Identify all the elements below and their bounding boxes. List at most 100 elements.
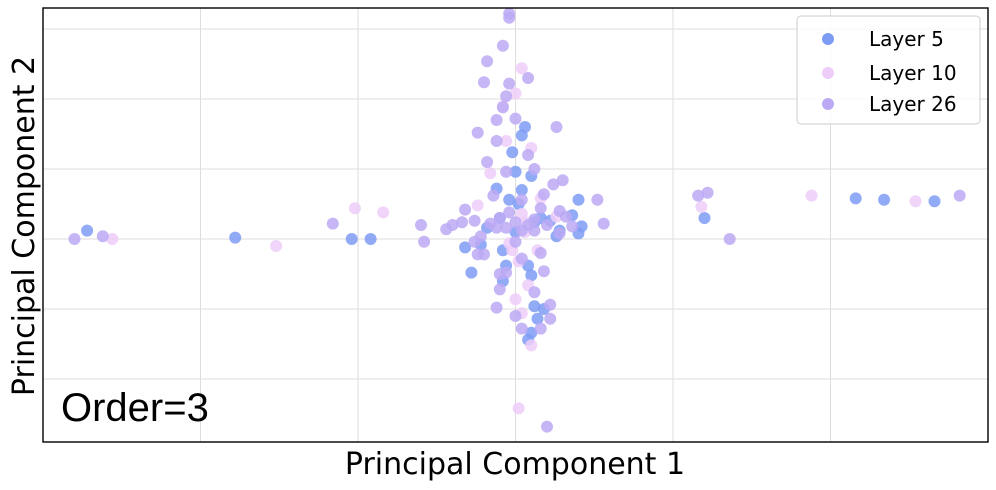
point-layer-26-22 <box>541 219 553 231</box>
point-layer-26-51 <box>493 268 506 280</box>
point-layer-26-26 <box>591 193 604 206</box>
legend-box <box>796 15 981 125</box>
point-layer-5-1 <box>229 231 242 244</box>
point-layer-26-71 <box>534 247 547 259</box>
point-layer-26-30 <box>556 174 569 187</box>
point-layer-26-15 <box>500 221 513 234</box>
point-layer-26-1 <box>96 230 109 243</box>
point-layer-10-3 <box>377 206 390 219</box>
point-layer-26-13 <box>490 221 503 234</box>
point-layer-10-15 <box>484 167 497 180</box>
point-layer-5-36 <box>849 192 862 205</box>
point-layer-5-18 <box>509 165 522 178</box>
point-layer-26-9 <box>468 214 481 227</box>
point-layer-26-4 <box>418 235 431 248</box>
point-layer-26-45 <box>471 126 484 139</box>
point-layer-26-17 <box>509 216 522 229</box>
point-layer-10-7 <box>512 402 525 415</box>
point-layer-5-4 <box>459 241 472 254</box>
point-layer-26-25 <box>566 220 579 233</box>
point-layer-5-37 <box>878 193 891 206</box>
point-layer-10-6 <box>909 195 922 208</box>
point-layer-5-26 <box>528 300 541 313</box>
point-layer-26-29 <box>547 178 560 191</box>
data-points <box>68 7 966 433</box>
point-layer-26-36 <box>509 112 522 125</box>
point-layer-5-28 <box>531 312 544 325</box>
y-axis-title: Principal Component 2 <box>7 56 42 396</box>
point-layer-26-59 <box>534 322 547 335</box>
point-layer-26-3 <box>415 219 427 231</box>
point-layer-26-66 <box>528 224 541 237</box>
point-layer-26-7 <box>456 216 468 229</box>
point-layer-10-0 <box>106 233 119 245</box>
point-layer-5-2 <box>345 233 358 245</box>
point-layer-10-14 <box>525 339 538 352</box>
point-layer-26-14 <box>493 212 506 224</box>
point-layer-5-32 <box>465 266 478 279</box>
order-annotation: Order=3 <box>61 386 209 430</box>
point-layer-26-35 <box>490 135 503 147</box>
point-layer-26-55 <box>544 312 557 325</box>
point-layer-26-21 <box>534 202 547 215</box>
point-layer-26-2 <box>326 217 339 230</box>
x-axis-title: Principal Component 1 <box>345 447 685 482</box>
point-layer-26-6 <box>446 219 459 231</box>
point-layer-26-34 <box>481 156 494 168</box>
point-layer-10-12 <box>509 293 522 306</box>
point-layer-5-38 <box>928 195 941 208</box>
legend-marker-layer-10 <box>822 67 834 79</box>
point-layer-10-18 <box>515 62 528 75</box>
legend-label-layer-26: Layer 26 <box>869 92 957 116</box>
point-layer-5-0 <box>81 224 94 237</box>
legend: Layer 5 Layer 10 Layer 26 <box>796 15 981 125</box>
point-layer-26-58 <box>515 322 528 335</box>
point-layer-10-4 <box>695 200 708 213</box>
point-layer-5-19 <box>506 146 519 159</box>
point-layer-26-52 <box>537 265 550 278</box>
legend-marker-layer-26 <box>822 98 834 110</box>
legend-label-layer-10: Layer 10 <box>869 61 957 85</box>
point-layer-26-49 <box>515 252 528 265</box>
point-layer-26-63 <box>692 189 705 202</box>
point-layer-26-40 <box>478 76 490 89</box>
point-layer-26-33 <box>522 149 535 161</box>
point-layer-26-44 <box>503 7 516 20</box>
point-layer-26-65 <box>953 189 966 202</box>
point-layer-26-39 <box>522 72 535 84</box>
point-layer-26-69 <box>515 193 528 206</box>
point-layer-26-46 <box>490 114 503 126</box>
point-layer-26-42 <box>496 39 509 52</box>
point-layer-5-11 <box>575 220 588 233</box>
point-layer-10-5 <box>805 189 818 202</box>
point-layer-26-11 <box>478 248 490 261</box>
point-layer-26-57 <box>509 310 522 322</box>
point-layer-26-32 <box>500 165 513 178</box>
point-layer-5-25 <box>525 269 538 282</box>
point-layer-26-72 <box>468 235 481 248</box>
point-layer-26-28 <box>537 188 550 201</box>
point-layer-26-70 <box>487 189 500 202</box>
point-layer-26-31 <box>528 163 541 175</box>
point-layer-26-56 <box>493 283 506 296</box>
point-layer-26-60 <box>490 301 503 314</box>
point-layer-26-47 <box>496 101 509 114</box>
point-layer-26-62 <box>723 233 736 245</box>
legend-marker-layer-5 <box>822 33 834 45</box>
point-layer-26-27 <box>597 217 610 230</box>
point-layer-26-54 <box>544 298 557 311</box>
point-layer-26-73 <box>509 235 522 248</box>
point-layer-26-0 <box>68 233 81 245</box>
point-layer-5-15 <box>503 193 516 206</box>
point-layer-10-20 <box>500 135 513 147</box>
point-layer-26-48 <box>550 121 563 133</box>
point-layer-26-24 <box>559 210 572 223</box>
point-layer-10-23 <box>471 199 484 212</box>
point-layer-26-68 <box>553 227 566 240</box>
point-layer-5-16 <box>515 184 528 196</box>
point-layer-26-37 <box>500 90 513 103</box>
point-layer-26-64 <box>701 186 714 199</box>
point-layer-26-53 <box>528 286 541 299</box>
point-layer-10-1 <box>270 240 283 252</box>
